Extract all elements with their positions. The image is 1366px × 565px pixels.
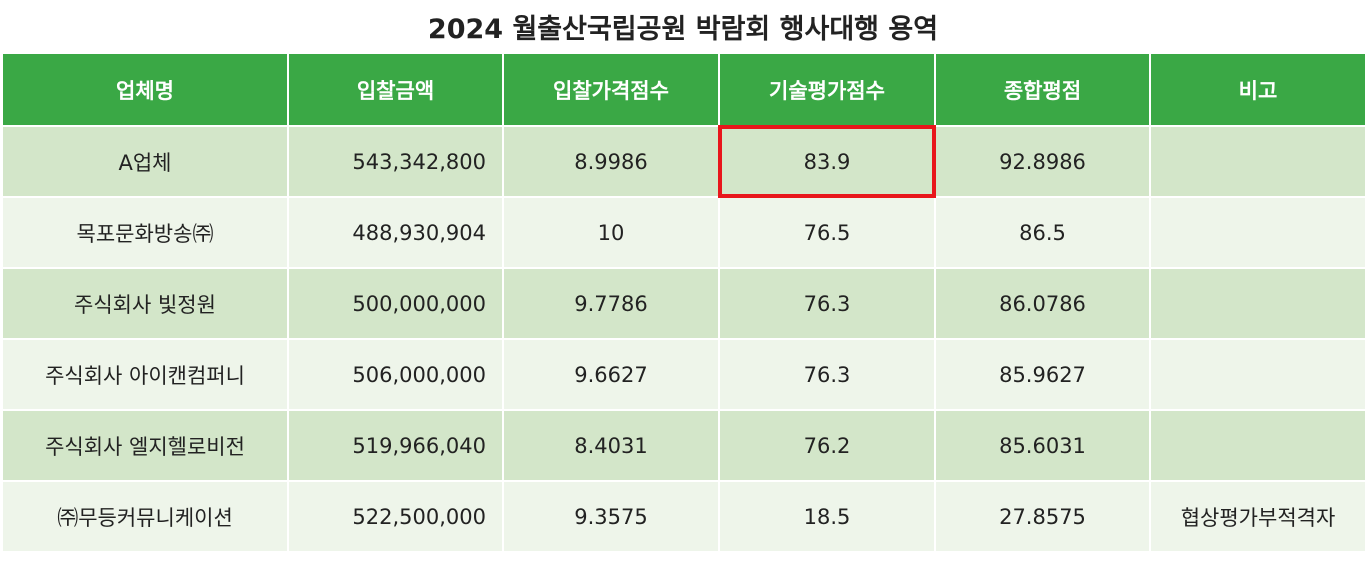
bid-amount: 519,966,040 xyxy=(287,409,504,482)
bid-amount: 522,500,000 xyxy=(287,480,504,553)
page-title: 2024 월출산국립공원 박람회 행사대행 용역 xyxy=(427,13,939,45)
total-score: 85.6031 xyxy=(934,409,1151,482)
bid-amount: 488,930,904 xyxy=(287,196,504,269)
tech-score: 76.2 xyxy=(718,409,936,482)
table-header-row: 업체명 입찰금액 입찰가격점수 기술평가점수 종합평점 비고 xyxy=(1,52,1366,127)
note xyxy=(1149,338,1366,411)
price-score: 10 xyxy=(502,196,720,269)
company-name: 주식회사 아이캔컴퍼니 xyxy=(1,338,289,411)
bid-amount: 506,000,000 xyxy=(287,338,504,411)
header-tech-score: 기술평가점수 xyxy=(718,52,936,127)
total-score: 86.5 xyxy=(934,196,1151,269)
price-score: 8.9986 xyxy=(502,125,720,198)
note xyxy=(1149,267,1366,340)
bid-results-table: 업체명 입찰금액 입찰가격점수 기술평가점수 종합평점 비고 A업체 543,3… xyxy=(1,52,1366,553)
table-row: A업체 543,342,800 8.9986 83.9 92.8986 xyxy=(1,125,1366,199)
company-name: ㈜무등커뮤니케이션 xyxy=(1,480,289,553)
tech-score: 76.3 xyxy=(718,338,936,411)
table-row: 주식회사 아이캔컴퍼니 506,000,000 9.6627 76.3 85.9… xyxy=(1,338,1366,411)
header-total-score: 종합평점 xyxy=(934,52,1151,127)
bid-amount: 500,000,000 xyxy=(287,267,504,340)
company-name: A업체 xyxy=(1,125,289,198)
table-row: 목포문화방송㈜ 488,930,904 10 76.5 86.5 xyxy=(1,196,1366,269)
company-name: 목포문화방송㈜ xyxy=(1,196,289,269)
table-row: 주식회사 엘지헬로비전 519,966,040 8.4031 76.2 85.6… xyxy=(1,409,1366,482)
header-company: 업체명 xyxy=(1,52,289,127)
total-score: 85.9627 xyxy=(934,338,1151,411)
total-score: 27.8575 xyxy=(934,480,1151,553)
table-row: ㈜무등커뮤니케이션 522,500,000 9.3575 18.5 27.857… xyxy=(1,480,1366,553)
price-score: 9.6627 xyxy=(502,338,720,411)
note: 협상평가부적격자 xyxy=(1149,480,1366,553)
bid-amount: 543,342,800 xyxy=(287,125,504,198)
header-bid-amount: 입찰금액 xyxy=(287,52,504,127)
tech-score: 76.5 xyxy=(718,196,936,269)
tech-score: 18.5 xyxy=(718,480,936,553)
price-score: 9.3575 xyxy=(502,480,720,553)
note xyxy=(1149,125,1366,198)
header-price-score: 입찰가격점수 xyxy=(502,52,720,127)
tech-score-highlighted: 83.9 xyxy=(718,125,937,199)
total-score: 92.8986 xyxy=(934,125,1151,198)
tech-score: 76.3 xyxy=(718,267,936,340)
price-score: 9.7786 xyxy=(502,267,720,340)
total-score: 86.0786 xyxy=(934,267,1151,340)
note xyxy=(1149,196,1366,269)
header-note: 비고 xyxy=(1149,52,1366,127)
note xyxy=(1149,409,1366,482)
table-row: 주식회사 빛정원 500,000,000 9.7786 76.3 86.0786 xyxy=(1,267,1366,340)
company-name: 주식회사 빛정원 xyxy=(1,267,289,340)
price-score: 8.4031 xyxy=(502,409,720,482)
company-name: 주식회사 엘지헬로비전 xyxy=(1,409,289,482)
